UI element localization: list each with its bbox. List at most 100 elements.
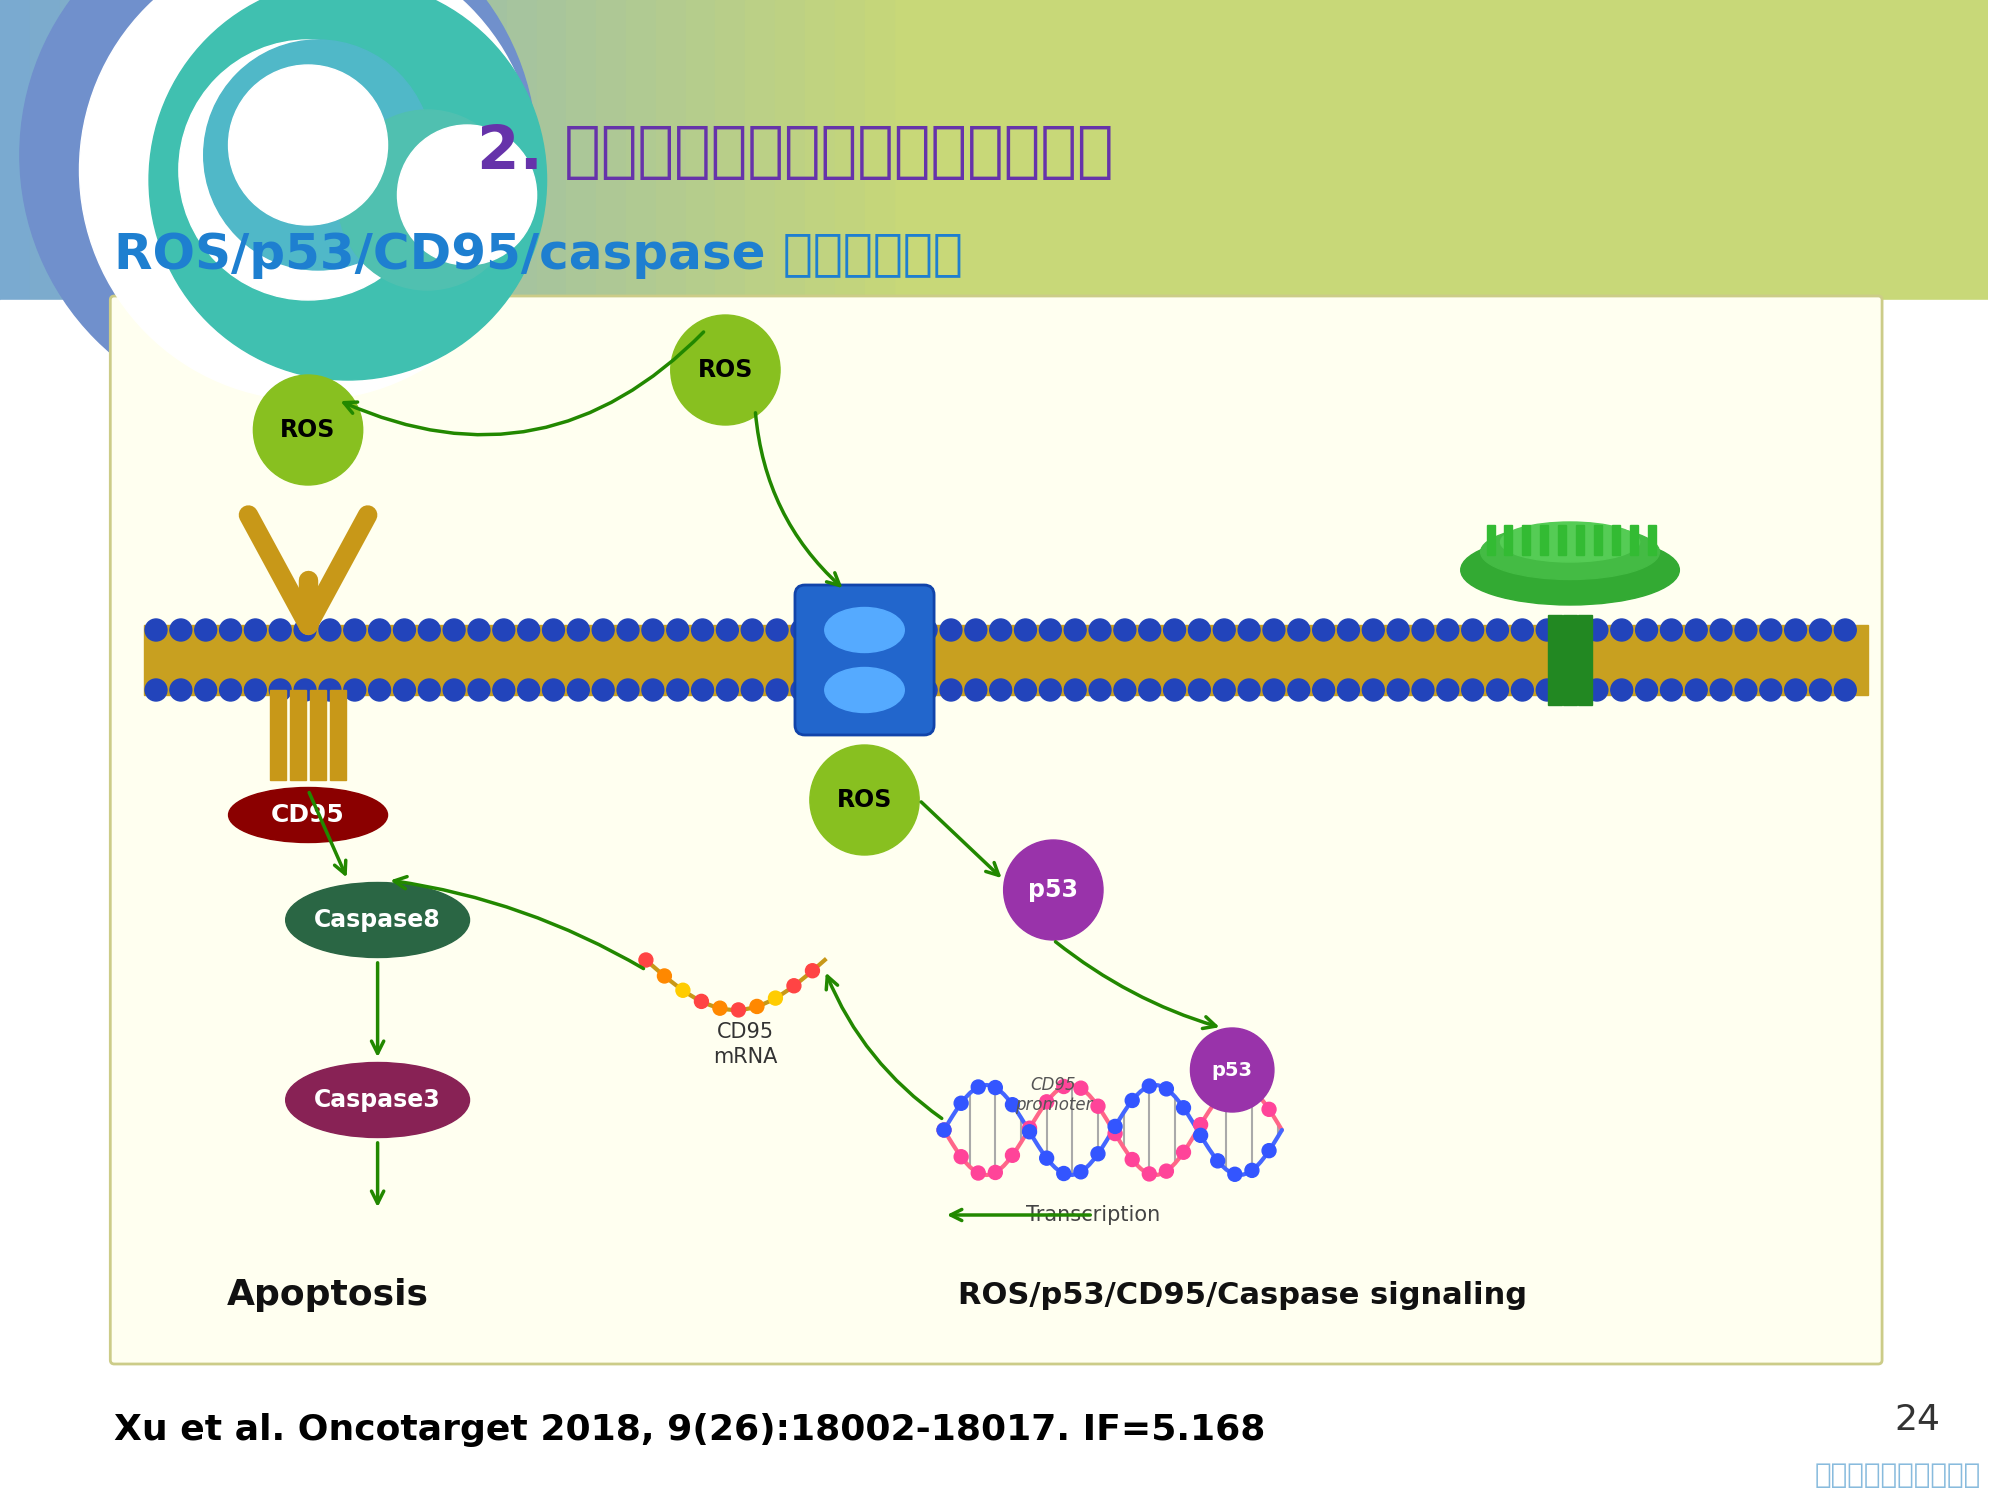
Circle shape xyxy=(1143,1166,1157,1181)
Circle shape xyxy=(1005,1148,1019,1162)
Circle shape xyxy=(666,678,688,701)
Circle shape xyxy=(1039,678,1061,701)
Circle shape xyxy=(1809,618,1831,641)
Circle shape xyxy=(80,0,536,399)
Circle shape xyxy=(368,678,390,701)
Circle shape xyxy=(676,983,690,997)
Circle shape xyxy=(194,618,216,641)
Circle shape xyxy=(1189,678,1211,701)
Circle shape xyxy=(1177,1145,1191,1159)
Bar xyxy=(596,0,626,300)
Circle shape xyxy=(1263,1144,1277,1157)
Text: Xu et al. Oncotarget 2018, 9(26):18002-18017. IF=5.168: Xu et al. Oncotarget 2018, 9(26):18002-1… xyxy=(114,1412,1267,1447)
Bar xyxy=(506,0,536,300)
Circle shape xyxy=(270,678,292,701)
Circle shape xyxy=(1213,678,1235,701)
Bar xyxy=(774,0,804,300)
Circle shape xyxy=(914,618,936,641)
Circle shape xyxy=(1143,1079,1157,1093)
Circle shape xyxy=(1635,678,1657,701)
Circle shape xyxy=(244,618,266,641)
Circle shape xyxy=(1561,618,1583,641)
Bar xyxy=(1579,615,1593,705)
Circle shape xyxy=(766,618,788,641)
Circle shape xyxy=(692,618,714,641)
Circle shape xyxy=(786,979,800,992)
Circle shape xyxy=(318,618,340,641)
Circle shape xyxy=(1165,618,1185,641)
Circle shape xyxy=(1213,618,1235,641)
Circle shape xyxy=(1835,618,1857,641)
Circle shape xyxy=(890,678,912,701)
Circle shape xyxy=(1245,1082,1259,1097)
Circle shape xyxy=(204,41,432,270)
Circle shape xyxy=(1759,678,1781,701)
Circle shape xyxy=(936,1123,950,1136)
Circle shape xyxy=(1561,678,1583,701)
Bar xyxy=(1647,525,1655,555)
Bar xyxy=(60,0,90,300)
Circle shape xyxy=(1005,841,1103,940)
Bar xyxy=(1487,525,1495,555)
Circle shape xyxy=(1041,1151,1055,1165)
Circle shape xyxy=(1239,678,1261,701)
Circle shape xyxy=(1057,1166,1071,1180)
Circle shape xyxy=(806,964,818,977)
Circle shape xyxy=(1263,1102,1277,1117)
Circle shape xyxy=(694,994,708,1009)
Bar xyxy=(804,0,834,300)
Text: CD95
promoter: CD95 promoter xyxy=(1015,1076,1093,1114)
Ellipse shape xyxy=(286,1063,470,1138)
Bar xyxy=(144,624,1869,695)
Circle shape xyxy=(1463,618,1483,641)
Circle shape xyxy=(344,618,366,641)
Circle shape xyxy=(1611,678,1633,701)
Bar xyxy=(178,0,208,300)
Circle shape xyxy=(658,970,672,983)
Circle shape xyxy=(1809,678,1831,701)
Circle shape xyxy=(244,678,266,701)
Circle shape xyxy=(1211,1154,1225,1168)
Circle shape xyxy=(1039,618,1061,641)
Circle shape xyxy=(988,1165,1003,1180)
Circle shape xyxy=(1165,678,1185,701)
Text: p53: p53 xyxy=(1213,1061,1253,1079)
Circle shape xyxy=(1177,1100,1191,1115)
Circle shape xyxy=(1711,678,1733,701)
Bar xyxy=(1549,615,1563,705)
Circle shape xyxy=(990,618,1013,641)
Bar xyxy=(446,0,476,300)
Bar xyxy=(744,0,774,300)
Circle shape xyxy=(1263,618,1285,641)
Circle shape xyxy=(178,41,438,300)
Circle shape xyxy=(816,618,838,641)
Ellipse shape xyxy=(1461,534,1679,605)
Circle shape xyxy=(318,678,340,701)
Circle shape xyxy=(1337,678,1359,701)
Circle shape xyxy=(148,0,546,380)
Circle shape xyxy=(1229,1079,1243,1093)
Text: ROS: ROS xyxy=(698,359,752,381)
Circle shape xyxy=(816,678,838,701)
Bar xyxy=(1523,525,1531,555)
Circle shape xyxy=(418,678,440,701)
Circle shape xyxy=(810,744,918,856)
Circle shape xyxy=(970,1166,984,1180)
Circle shape xyxy=(670,315,780,425)
Ellipse shape xyxy=(824,668,904,713)
Circle shape xyxy=(1413,618,1435,641)
Circle shape xyxy=(1363,678,1385,701)
Circle shape xyxy=(712,1001,726,1015)
Circle shape xyxy=(970,1081,984,1094)
Circle shape xyxy=(716,618,738,641)
Ellipse shape xyxy=(286,883,470,958)
Bar xyxy=(716,0,744,300)
Circle shape xyxy=(866,678,886,701)
Circle shape xyxy=(1091,1099,1105,1114)
Circle shape xyxy=(592,678,614,701)
Circle shape xyxy=(1239,618,1261,641)
Circle shape xyxy=(1387,678,1409,701)
Ellipse shape xyxy=(1501,522,1639,561)
Circle shape xyxy=(954,1096,968,1111)
Circle shape xyxy=(1115,618,1137,641)
